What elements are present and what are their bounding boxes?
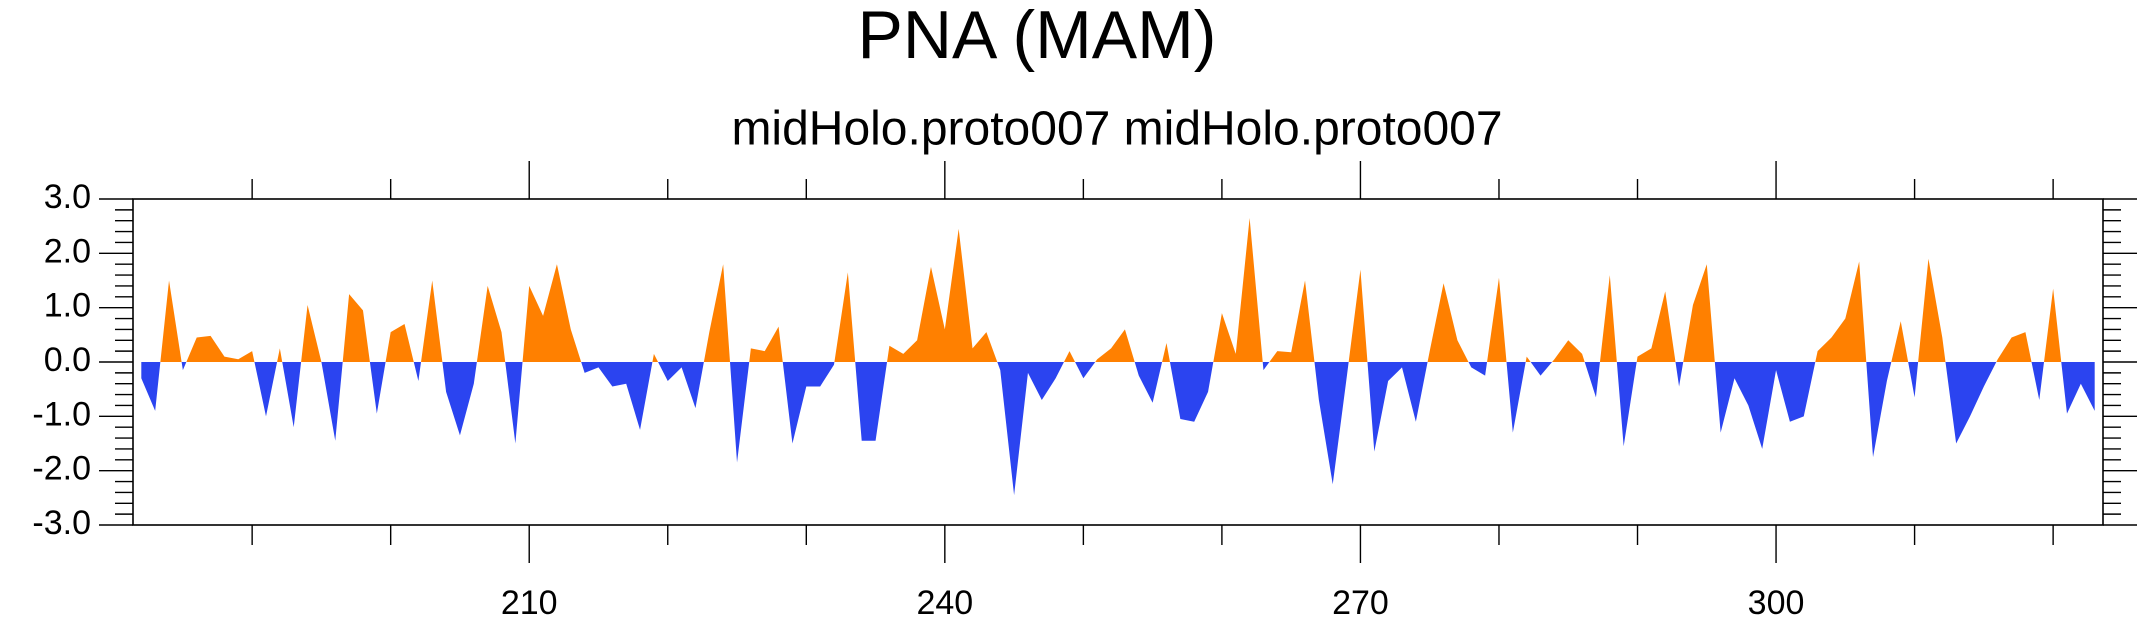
x-tick-label: 300 [1748, 584, 1805, 622]
y-tick-label: -3.0 [32, 504, 91, 542]
y-tick-label: 2.0 [44, 232, 91, 270]
y-tick-label: -2.0 [32, 450, 91, 488]
x-tick-label: 210 [501, 584, 558, 622]
x-tick-label: 270 [1332, 584, 1389, 622]
chart-subtitle: midHolo.proto007 midHolo.proto007 [731, 103, 1502, 156]
chart-title: PNA (MAM) [858, 0, 1217, 73]
negative-area [141, 362, 2095, 496]
y-tick-label: -1.0 [32, 395, 91, 433]
y-tick-label: 0.0 [44, 341, 91, 379]
y-tick-label: 3.0 [44, 178, 91, 216]
y-tick-label: 1.0 [44, 287, 91, 325]
x-tick-label: 240 [916, 584, 973, 622]
positive-area [141, 218, 2095, 362]
